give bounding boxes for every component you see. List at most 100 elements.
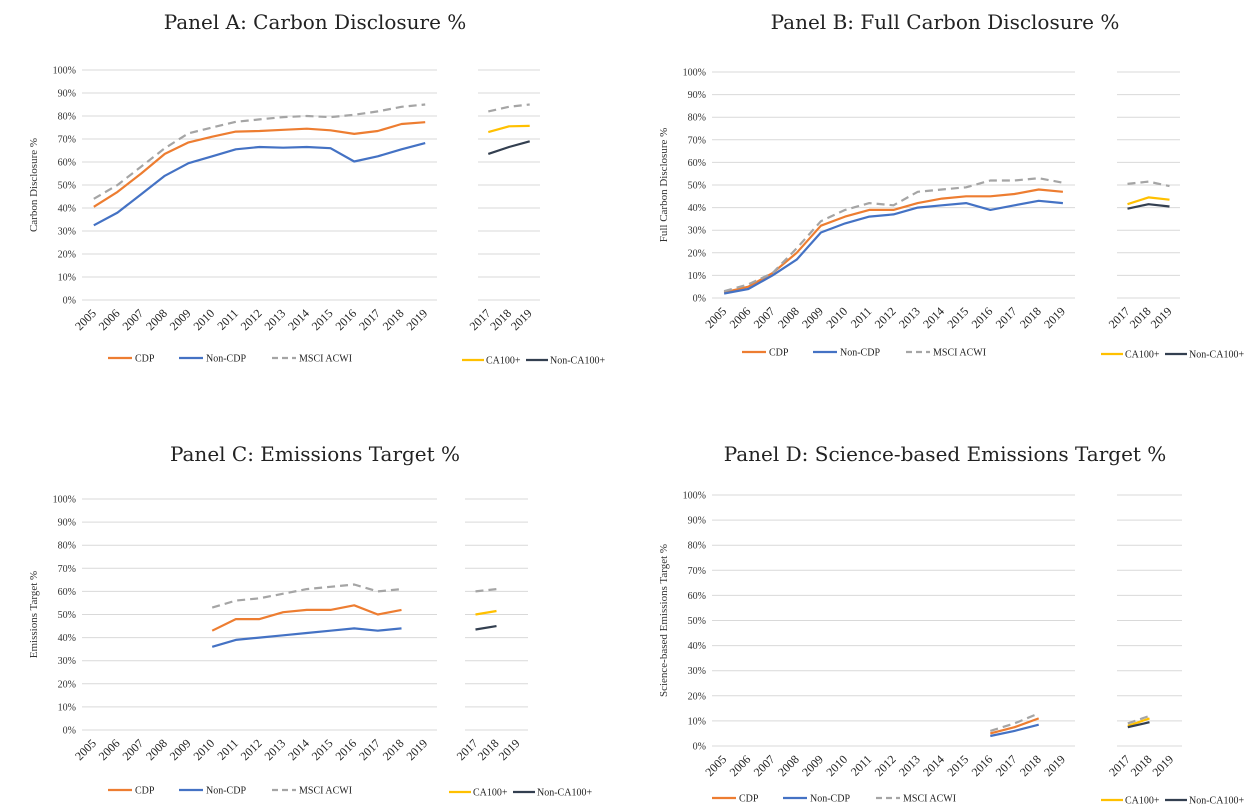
- x-tick-label: 2007: [119, 306, 146, 333]
- series-line-msci-acwi: [723, 177, 1064, 293]
- legend-label: Non-CA100+: [1189, 796, 1244, 804]
- legend-label: CDP: [769, 348, 789, 359]
- series-line-ca100-: [1127, 196, 1170, 206]
- series-line-msci-acwi: [1127, 714, 1150, 725]
- panel-a: Panel A: Carbon Disclosure % 0% 10% 20% 30%…: [0, 0, 630, 402]
- x-tick-label: 2017: [993, 752, 1020, 779]
- x-tick-label: 2005: [702, 752, 729, 779]
- x-tick-label: 2014: [285, 736, 312, 763]
- legend-label: CDP: [739, 794, 759, 804]
- legend-label: CDP: [135, 786, 155, 797]
- y-tick-label: 30%: [58, 227, 76, 238]
- x-tick-label: 2019: [1148, 304, 1175, 331]
- y-tick-label: 30%: [688, 666, 706, 677]
- y-tick-label: 20%: [688, 691, 706, 702]
- panel-a-chart: 0% 10% 20% 30% 40% 50% 60% 70% 80% 90% 100% Carbon …: [28, 66, 605, 367]
- y-tick-label: 80%: [58, 112, 76, 123]
- series-line-ca100-: [1127, 717, 1150, 727]
- y-tick-label: 40%: [688, 203, 706, 214]
- legend-label: CA100+: [486, 356, 521, 367]
- series-line-non-ca100-: [487, 140, 530, 155]
- legend-label: Non-CA100+: [1189, 350, 1244, 361]
- y-tick-label: 70%: [58, 564, 76, 575]
- x-tick-label: 2006: [727, 304, 754, 331]
- x-tick-label: 2013: [896, 304, 923, 331]
- y-tick-label: 10%: [58, 702, 76, 713]
- x-tick-label: 2007: [119, 736, 146, 763]
- x-tick-label: 2012: [872, 304, 899, 331]
- legend-label: CA100+: [473, 788, 508, 799]
- x-tick-label: 2009: [167, 306, 194, 333]
- legend-label: Non-CDP: [206, 786, 246, 797]
- x-tick-label: 2017: [454, 736, 481, 763]
- series-line-cdp: [723, 188, 1064, 294]
- y-tick-label: 90%: [688, 90, 706, 101]
- legend-label: Non-CA100+: [550, 356, 605, 367]
- x-tick-label: 2018: [1017, 304, 1044, 331]
- y-tick-label: 50%: [688, 616, 706, 627]
- x-tick-label: 2008: [775, 304, 802, 331]
- x-tick-label: 2010: [190, 306, 217, 333]
- y-tick-label: 70%: [688, 135, 706, 146]
- legend-label: MSCI ACWI: [299, 786, 352, 797]
- x-tick-label: 2019: [1041, 752, 1068, 779]
- y-tick-label: 100%: [683, 491, 706, 502]
- x-tick-label: 2017: [993, 304, 1020, 331]
- series-line-non-ca100-: [475, 625, 497, 631]
- y-tick-label: 0%: [63, 296, 76, 307]
- x-tick-label: 2009: [799, 304, 826, 331]
- y-tick-label: 0%: [693, 294, 706, 305]
- series-line-msci-acwi: [1127, 180, 1170, 188]
- y-tick-label: 80%: [688, 113, 706, 124]
- y-axis-label: Carbon Disclosure %: [28, 138, 40, 232]
- x-tick-label: 2016: [969, 304, 996, 331]
- series-line-non-cdp: [93, 142, 426, 227]
- x-tick-label: 2019: [403, 306, 430, 333]
- x-tick-label: 2017: [356, 306, 383, 333]
- y-axis-label: Full Carbon Disclosure %: [658, 128, 670, 243]
- series-line-ca100-: [475, 609, 497, 616]
- y-tick-label: 70%: [688, 566, 706, 577]
- x-tick-label: 2007: [751, 752, 778, 779]
- y-axis-label: Emissions Target %: [28, 571, 40, 658]
- y-tick-label: 20%: [58, 679, 76, 690]
- x-tick-label: 2007: [751, 304, 778, 331]
- x-tick-label: 2015: [944, 304, 971, 331]
- legend-label: CA100+: [1125, 350, 1160, 361]
- x-tick-label: 2018: [475, 736, 502, 763]
- y-tick-label: 10%: [688, 716, 706, 727]
- y-tick-label: 50%: [58, 181, 76, 192]
- x-tick-label: 2015: [309, 306, 336, 333]
- series-line-msci-acwi: [989, 712, 1040, 732]
- x-tick-label: 2005: [72, 736, 99, 763]
- panel-title: Panel B: Full Carbon Disclosure %: [770, 10, 1120, 34]
- series-line-cdp: [211, 604, 402, 632]
- x-tick-label: 2013: [261, 736, 288, 763]
- x-tick-label: 2018: [1017, 752, 1044, 779]
- x-tick-label: 2018: [1127, 304, 1154, 331]
- y-tick-label: 10%: [58, 273, 76, 284]
- legend-label: MSCI ACWI: [933, 348, 986, 359]
- legend-label: Non-CDP: [206, 354, 246, 365]
- x-tick-label: 2015: [309, 736, 336, 763]
- y-tick-label: 100%: [53, 66, 76, 77]
- x-tick-label: 2009: [167, 736, 194, 763]
- x-tick-label: 2016: [332, 306, 359, 333]
- x-tick-label: 2009: [799, 752, 826, 779]
- x-tick-label: 2014: [920, 752, 947, 779]
- x-tick-label: 2006: [727, 752, 754, 779]
- x-tick-label: 2012: [238, 736, 265, 763]
- x-tick-label: 2011: [848, 752, 875, 779]
- x-tick-label: 2019: [403, 736, 430, 763]
- y-tick-label: 100%: [53, 495, 76, 506]
- x-tick-label: 2005: [72, 306, 99, 333]
- x-tick-label: 2013: [896, 752, 923, 779]
- panel-c-chart: 0% 10% 20% 30% 40% 50% 60% 70% 80% 90% 100% Emissio…: [28, 495, 592, 799]
- legend-label: MSCI ACWI: [299, 354, 352, 365]
- panel-d: Panel D: Science-based Emissions Target …: [630, 402, 1260, 804]
- x-tick-label: 2014: [285, 306, 312, 333]
- y-tick-label: 80%: [58, 541, 76, 552]
- y-tick-label: 60%: [688, 158, 706, 169]
- x-tick-label: 2012: [872, 752, 899, 779]
- y-tick-label: 50%: [58, 610, 76, 621]
